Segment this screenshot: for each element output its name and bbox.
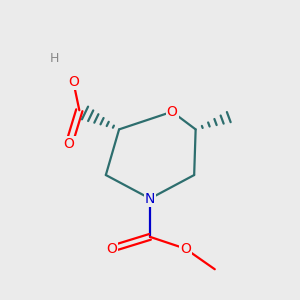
Text: O: O: [167, 105, 178, 119]
Text: O: O: [180, 242, 191, 256]
Text: O: O: [106, 242, 117, 256]
Text: N: N: [145, 192, 155, 206]
Text: O: O: [64, 137, 74, 151]
Text: H: H: [50, 52, 59, 65]
Text: O: O: [68, 75, 79, 89]
